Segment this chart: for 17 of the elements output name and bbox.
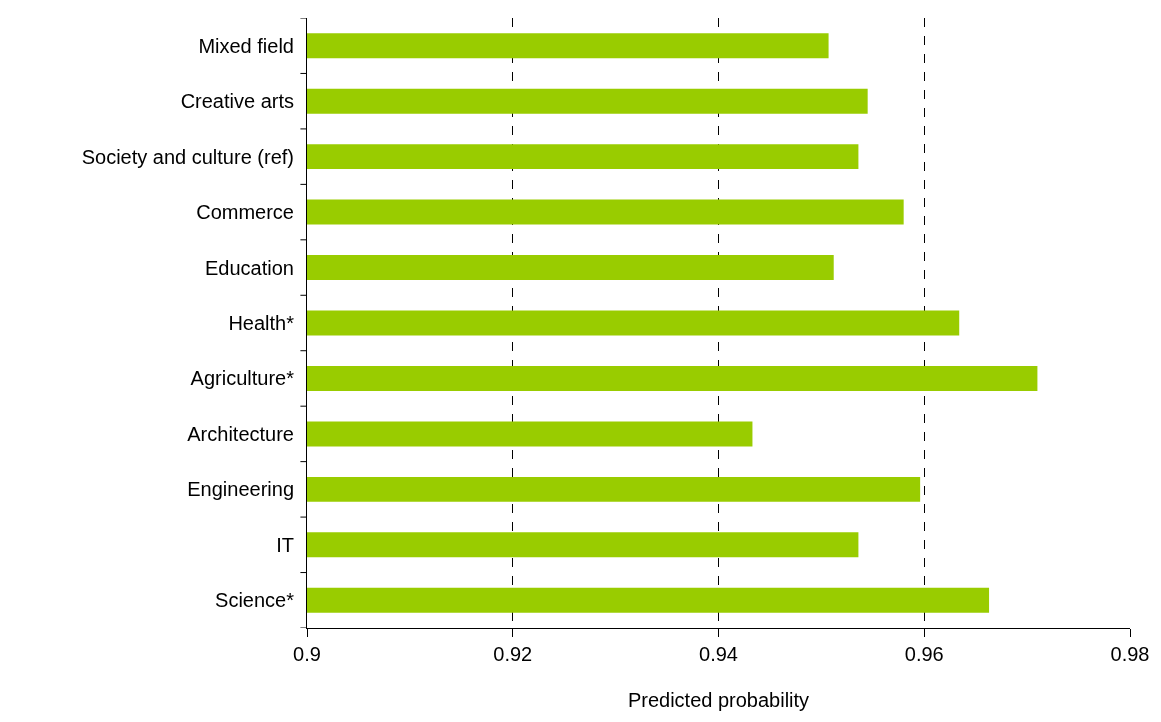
x-tick-label: 0.94 (699, 643, 738, 665)
y-tick-label: Society and culture (ref) (81, 145, 294, 168)
y-tick-label: Education (205, 256, 294, 279)
y-tick-label: Health* (228, 312, 295, 334)
x-axis-title: Predicted probability (627, 688, 810, 711)
y-tick-label: Mixed field (198, 34, 294, 57)
y-tick-label: Science* (215, 589, 295, 612)
y-tick-label: IT (276, 533, 294, 556)
y-tick-label: Engineering (187, 478, 294, 501)
x-tick-label: 0.92 (493, 643, 533, 665)
y-tick-label: Commerce (196, 201, 294, 224)
y-tick-label: Creative arts (180, 90, 294, 113)
x-tick-label: 0.98 (1110, 643, 1150, 665)
y-tick-label: Agriculture* (190, 367, 295, 390)
x-tick-label: 0.96 (904, 643, 944, 665)
y-tick-label: Architecture (187, 422, 294, 445)
x-tick-label: 0.9 (293, 643, 321, 665)
